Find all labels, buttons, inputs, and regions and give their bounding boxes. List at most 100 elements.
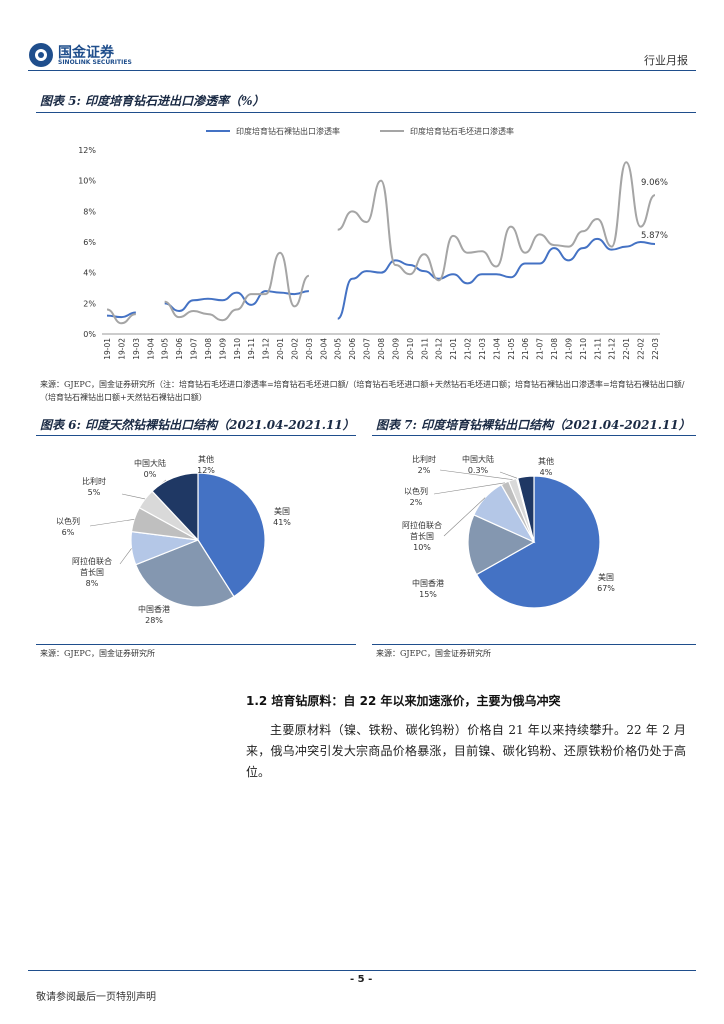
x-tick-label: 21-07 [536,338,545,360]
pie-label-value: 28% [145,616,163,625]
pie-slice-1 [134,539,235,608]
x-tick-label: 21-01 [449,338,458,360]
pie-label-value: 2% [410,498,423,507]
pie-label-value: 8% [86,579,99,588]
pie-leader-line [439,469,513,480]
y-tick-label: 8% [83,207,96,216]
x-tick-label: 19-11 [247,338,256,360]
x-tick-label: 21-03 [478,338,487,360]
x-tick-label: 21-05 [507,338,516,360]
logo-cn: 国金证券 [58,45,114,61]
pie-slice-1 [467,514,536,576]
pie-label-name: 中国香港 [138,604,170,614]
pie-label-name: 中国香港 [412,578,444,588]
x-tick-label: 22-01 [622,338,631,360]
series-line-1-seg-0 [106,308,136,325]
series-line-0-seg-1 [164,290,309,313]
fig7-title: 图表 7: 印度培育钻裸钻出口结构（2021.04-2021.11） [376,418,691,432]
x-tick-label: 19-05 [161,338,170,360]
pie-label-name: 比利时 [412,454,436,464]
y-tick-label: 10% [78,177,96,186]
pie-label-name: 以色列 [404,486,428,496]
logo-en: SINOLINK SECURITIES [58,59,132,66]
y-tick-label: 2% [83,299,96,308]
pie-slice-0 [475,475,601,609]
pie-label-value: 10% [413,543,431,552]
x-tick-label: 19-03 [132,338,141,360]
header-rule [28,70,696,71]
fig6-bottom-rule [36,644,356,645]
legend-label-0: 印度培育钻石裸钻出口渗透率 [236,126,340,136]
pie-leader-line [443,497,486,537]
section-paragraph: 主要原材料（镍、铁粉、碳化钨粉）价格自 21 年以来持续攀升。22 年 2 月来… [246,723,686,779]
x-tick-label: 19-02 [117,338,126,360]
pie-label-name: 首长国 [80,567,104,577]
page-number: - 5 - [350,974,373,985]
pie-label-value: 2% [418,466,431,475]
pie-label-value: 15% [419,590,437,599]
pie-label-name: 美国 [274,506,290,516]
pie-label-name: 比利时 [82,476,106,486]
fig5-source: 来源：GJEPC，国金证券研究所（注：培育钻石毛坯进口渗透率=培育钻石毛坯进口额… [40,380,685,402]
x-tick-label: 20-07 [363,338,372,360]
company-logo: 国金证券 SINOLINK SECURITIES [28,42,138,68]
y-tick-label: 4% [83,269,96,278]
pie-label-name: 中国大陆 [134,458,166,468]
pie-leader-line [499,471,518,479]
fig6-title: 图表 6: 印度天然钻裸钻出口结构（2021.04-2021.11） [40,418,355,432]
pie-slice-6 [516,475,535,543]
x-tick-label: 19-04 [146,338,155,360]
x-tick-label: 20-05 [334,338,343,360]
y-tick-label: 12% [78,146,96,155]
fig7-rule [372,435,696,436]
x-tick-label: 20-09 [391,338,400,360]
pie-label-name: 其他 [198,454,214,464]
x-tick-label: 20-08 [377,338,386,360]
report-type: 行业月报 [644,54,688,67]
annotation-label: 9.06% [641,178,668,188]
x-tick-label: 20-03 [305,338,314,360]
pie-label-value: 12% [197,466,215,475]
x-tick-label: 21-12 [608,338,617,360]
section-heading: 1.2 培育钻原料：自 22 年以来加速涨价，主要为俄乌冲突 [246,694,561,708]
pie-label-name: 首长国 [410,531,434,541]
pie-leader-line [89,518,135,527]
series-line-0-seg-2 [337,237,656,320]
pie-label-name: 其他 [538,456,554,466]
x-tick-label: 20-01 [276,338,285,360]
fig6-source: 来源：GJEPC，国金证券研究所 [40,649,155,658]
y-tick-label: 6% [83,238,96,247]
fig7-source: 来源：GJEPC，国金证券研究所 [376,649,491,658]
pie-label-name: 中国大陆 [462,454,494,464]
x-tick-label: 21-06 [521,338,530,360]
series-line-1-seg-1 [164,251,310,322]
x-tick-label: 21-09 [564,338,573,360]
x-tick-label: 22-02 [637,338,646,360]
pie-label-value: 4% [540,468,553,477]
x-tick-label: 21-08 [550,338,559,360]
fig5-line-chart: 印度培育钻石裸钻出口渗透率 印度培育钻石毛坯进口渗透率 0% 2% 4% 6% 8% 10% 1… [78,126,668,360]
pie-label-value: 5% [88,488,101,497]
series-line-0-seg-0 [106,311,136,319]
x-tick-label: 21-11 [593,338,602,360]
pie-label-value: 67% [597,584,615,593]
x-tick-label: 19-06 [175,338,184,360]
pie-leader-line [119,548,132,565]
pie-leader-line [433,482,505,495]
x-tick-label: 20-11 [420,338,429,360]
fig7-bottom-rule [372,644,696,645]
pie-label-name: 阿拉伯联合 [402,520,442,530]
y-tick-label: 0% [83,330,96,339]
pie-label-value: 0.3% [468,466,489,475]
footer-disclaimer: 敬请参阅最后一页特别声明 [36,992,156,1003]
x-tick-label: 20-10 [406,338,415,360]
x-tick-label: 21-10 [579,338,588,360]
legend-label-1: 印度培育钻石毛坯进口渗透率 [410,126,514,136]
x-tick-label: 19-12 [262,338,271,360]
x-tick-label: 19-01 [103,338,112,360]
pie-slice-6 [151,472,199,542]
x-tick-label: 20-06 [348,338,357,360]
fig5-title: 图表 5: 印度培育钻石进出口渗透率（%） [40,94,265,108]
